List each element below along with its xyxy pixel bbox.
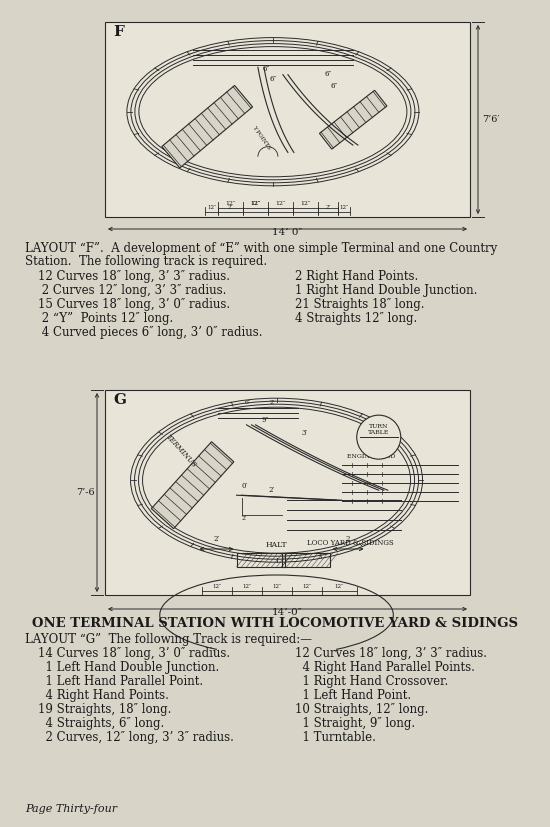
Text: 2′: 2′ (241, 516, 247, 521)
Text: ENGINE SHED: ENGINE SHED (347, 454, 396, 459)
Text: G: G (113, 393, 126, 407)
Text: 1 Straight, 9″ long.: 1 Straight, 9″ long. (295, 717, 415, 730)
Text: 3′: 3′ (301, 429, 307, 437)
Text: 1 Left Hand Parallel Point.: 1 Left Hand Parallel Point. (38, 675, 203, 688)
Text: 4 Right Hand Parallel Points.: 4 Right Hand Parallel Points. (295, 661, 475, 674)
Text: 12″: 12″ (207, 205, 216, 210)
Polygon shape (162, 85, 252, 168)
Text: 12″: 12″ (250, 201, 261, 206)
Text: 12″: 12″ (250, 201, 261, 206)
Text: 12 Curves 18″ long, 3’ 3″ radius.: 12 Curves 18″ long, 3’ 3″ radius. (295, 647, 487, 660)
Text: 21 Straights 18″ long.: 21 Straights 18″ long. (295, 298, 425, 311)
Text: 2 “Y”  Points 12″ long.: 2 “Y” Points 12″ long. (38, 312, 173, 325)
Text: 2 Right Hand Points.: 2 Right Hand Points. (295, 270, 418, 283)
Text: 2′: 2′ (213, 535, 219, 543)
Text: 12″: 12″ (272, 584, 281, 589)
Text: LAYOUT “G”  The following Track is required:—: LAYOUT “G” The following Track is requir… (25, 633, 312, 646)
Text: TURN
TABLE: TURN TABLE (368, 423, 389, 434)
Text: 12″: 12″ (212, 584, 221, 589)
Polygon shape (320, 90, 387, 149)
Text: 2′: 2′ (270, 400, 274, 405)
Text: 1 Left Hand Point.: 1 Left Hand Point. (295, 689, 411, 702)
Text: 6″: 6″ (325, 70, 332, 78)
Text: 2′: 2′ (268, 486, 274, 495)
Text: 7’-6: 7’-6 (76, 488, 95, 497)
Bar (282, 553, 329, 567)
Text: Y POINTS: Y POINTS (251, 125, 271, 151)
Text: 2: 2 (346, 535, 350, 543)
Text: 4 Right Hand Points.: 4 Right Hand Points. (38, 689, 169, 702)
Bar (236, 553, 284, 567)
Text: 14’ 0″: 14’ 0″ (272, 228, 302, 237)
Circle shape (357, 415, 401, 459)
Text: 12″: 12″ (300, 201, 311, 206)
Text: TERMINUS: TERMINUS (164, 433, 199, 469)
Text: 9″: 9″ (262, 416, 268, 424)
Text: 4 Straights, 6″ long.: 4 Straights, 6″ long. (38, 717, 164, 730)
Text: 12 Curves 18″ long, 3’ 3″ radius.: 12 Curves 18″ long, 3’ 3″ radius. (38, 270, 230, 283)
Text: 6″: 6″ (331, 82, 338, 90)
Bar (105, 390, 470, 595)
Text: 12″: 12″ (334, 584, 344, 589)
Text: HALT: HALT (266, 541, 287, 549)
Text: 14’-0″: 14’-0″ (272, 608, 303, 617)
Text: 2 Curves 12″ long, 3’ 3″ radius.: 2 Curves 12″ long, 3’ 3″ radius. (38, 284, 227, 297)
Text: 2″: 2″ (228, 205, 233, 210)
Text: ONE TERMINAL STATION WITH LOCOMOTIVE YARD & SIDINGS: ONE TERMINAL STATION WITH LOCOMOTIVE YAR… (32, 617, 518, 630)
Text: 12″: 12″ (225, 201, 235, 206)
Text: 12″: 12″ (302, 584, 311, 589)
Text: LAYOUT “F”.  A development of “E” with one simple Terminal and one Country: LAYOUT “F”. A development of “E” with on… (25, 242, 497, 255)
Text: 2″: 2″ (325, 205, 331, 210)
Text: Page Thirty-four: Page Thirty-four (25, 804, 117, 814)
Text: 6″: 6″ (263, 65, 270, 73)
Text: 0′: 0′ (241, 482, 248, 490)
Text: 7’6′: 7’6′ (482, 115, 499, 124)
Text: 2 Curves, 12″ long, 3’ 3″ radius.: 2 Curves, 12″ long, 3’ 3″ radius. (38, 731, 234, 744)
Text: 12″: 12″ (242, 584, 251, 589)
Text: 6″: 6″ (270, 74, 277, 83)
Text: 12″: 12″ (275, 201, 285, 206)
Text: 4 Curved pieces 6″ long, 3’ 0″ radius.: 4 Curved pieces 6″ long, 3’ 0″ radius. (38, 326, 262, 339)
Text: 1 Left Hand Double Junction.: 1 Left Hand Double Junction. (38, 661, 219, 674)
Text: 15 Curves 18″ long, 3’ 0″ radius.: 15 Curves 18″ long, 3’ 0″ radius. (38, 298, 230, 311)
Text: 1 Right Hand Crossover.: 1 Right Hand Crossover. (295, 675, 448, 688)
Text: 1 Turntable.: 1 Turntable. (295, 731, 376, 744)
Text: Station.  The following track is required.: Station. The following track is required… (25, 255, 267, 268)
Text: 19 Straights, 18″ long.: 19 Straights, 18″ long. (38, 703, 172, 716)
Polygon shape (151, 442, 234, 528)
Text: F: F (113, 25, 124, 39)
Text: 14 Curves 18″ long, 3’ 0″ radius.: 14 Curves 18″ long, 3’ 0″ radius. (38, 647, 230, 660)
Text: 1 Right Hand Double Junction.: 1 Right Hand Double Junction. (295, 284, 477, 297)
Text: 4 Straights 12″ long.: 4 Straights 12″ long. (295, 312, 417, 325)
Text: 6″: 6″ (244, 400, 251, 405)
Text: LOCO YARD & SIDINGS: LOCO YARD & SIDINGS (306, 539, 393, 547)
Text: 12″: 12″ (339, 205, 348, 210)
Text: 10 Straights, 12″ long.: 10 Straights, 12″ long. (295, 703, 428, 716)
Bar (105, 22, 470, 217)
